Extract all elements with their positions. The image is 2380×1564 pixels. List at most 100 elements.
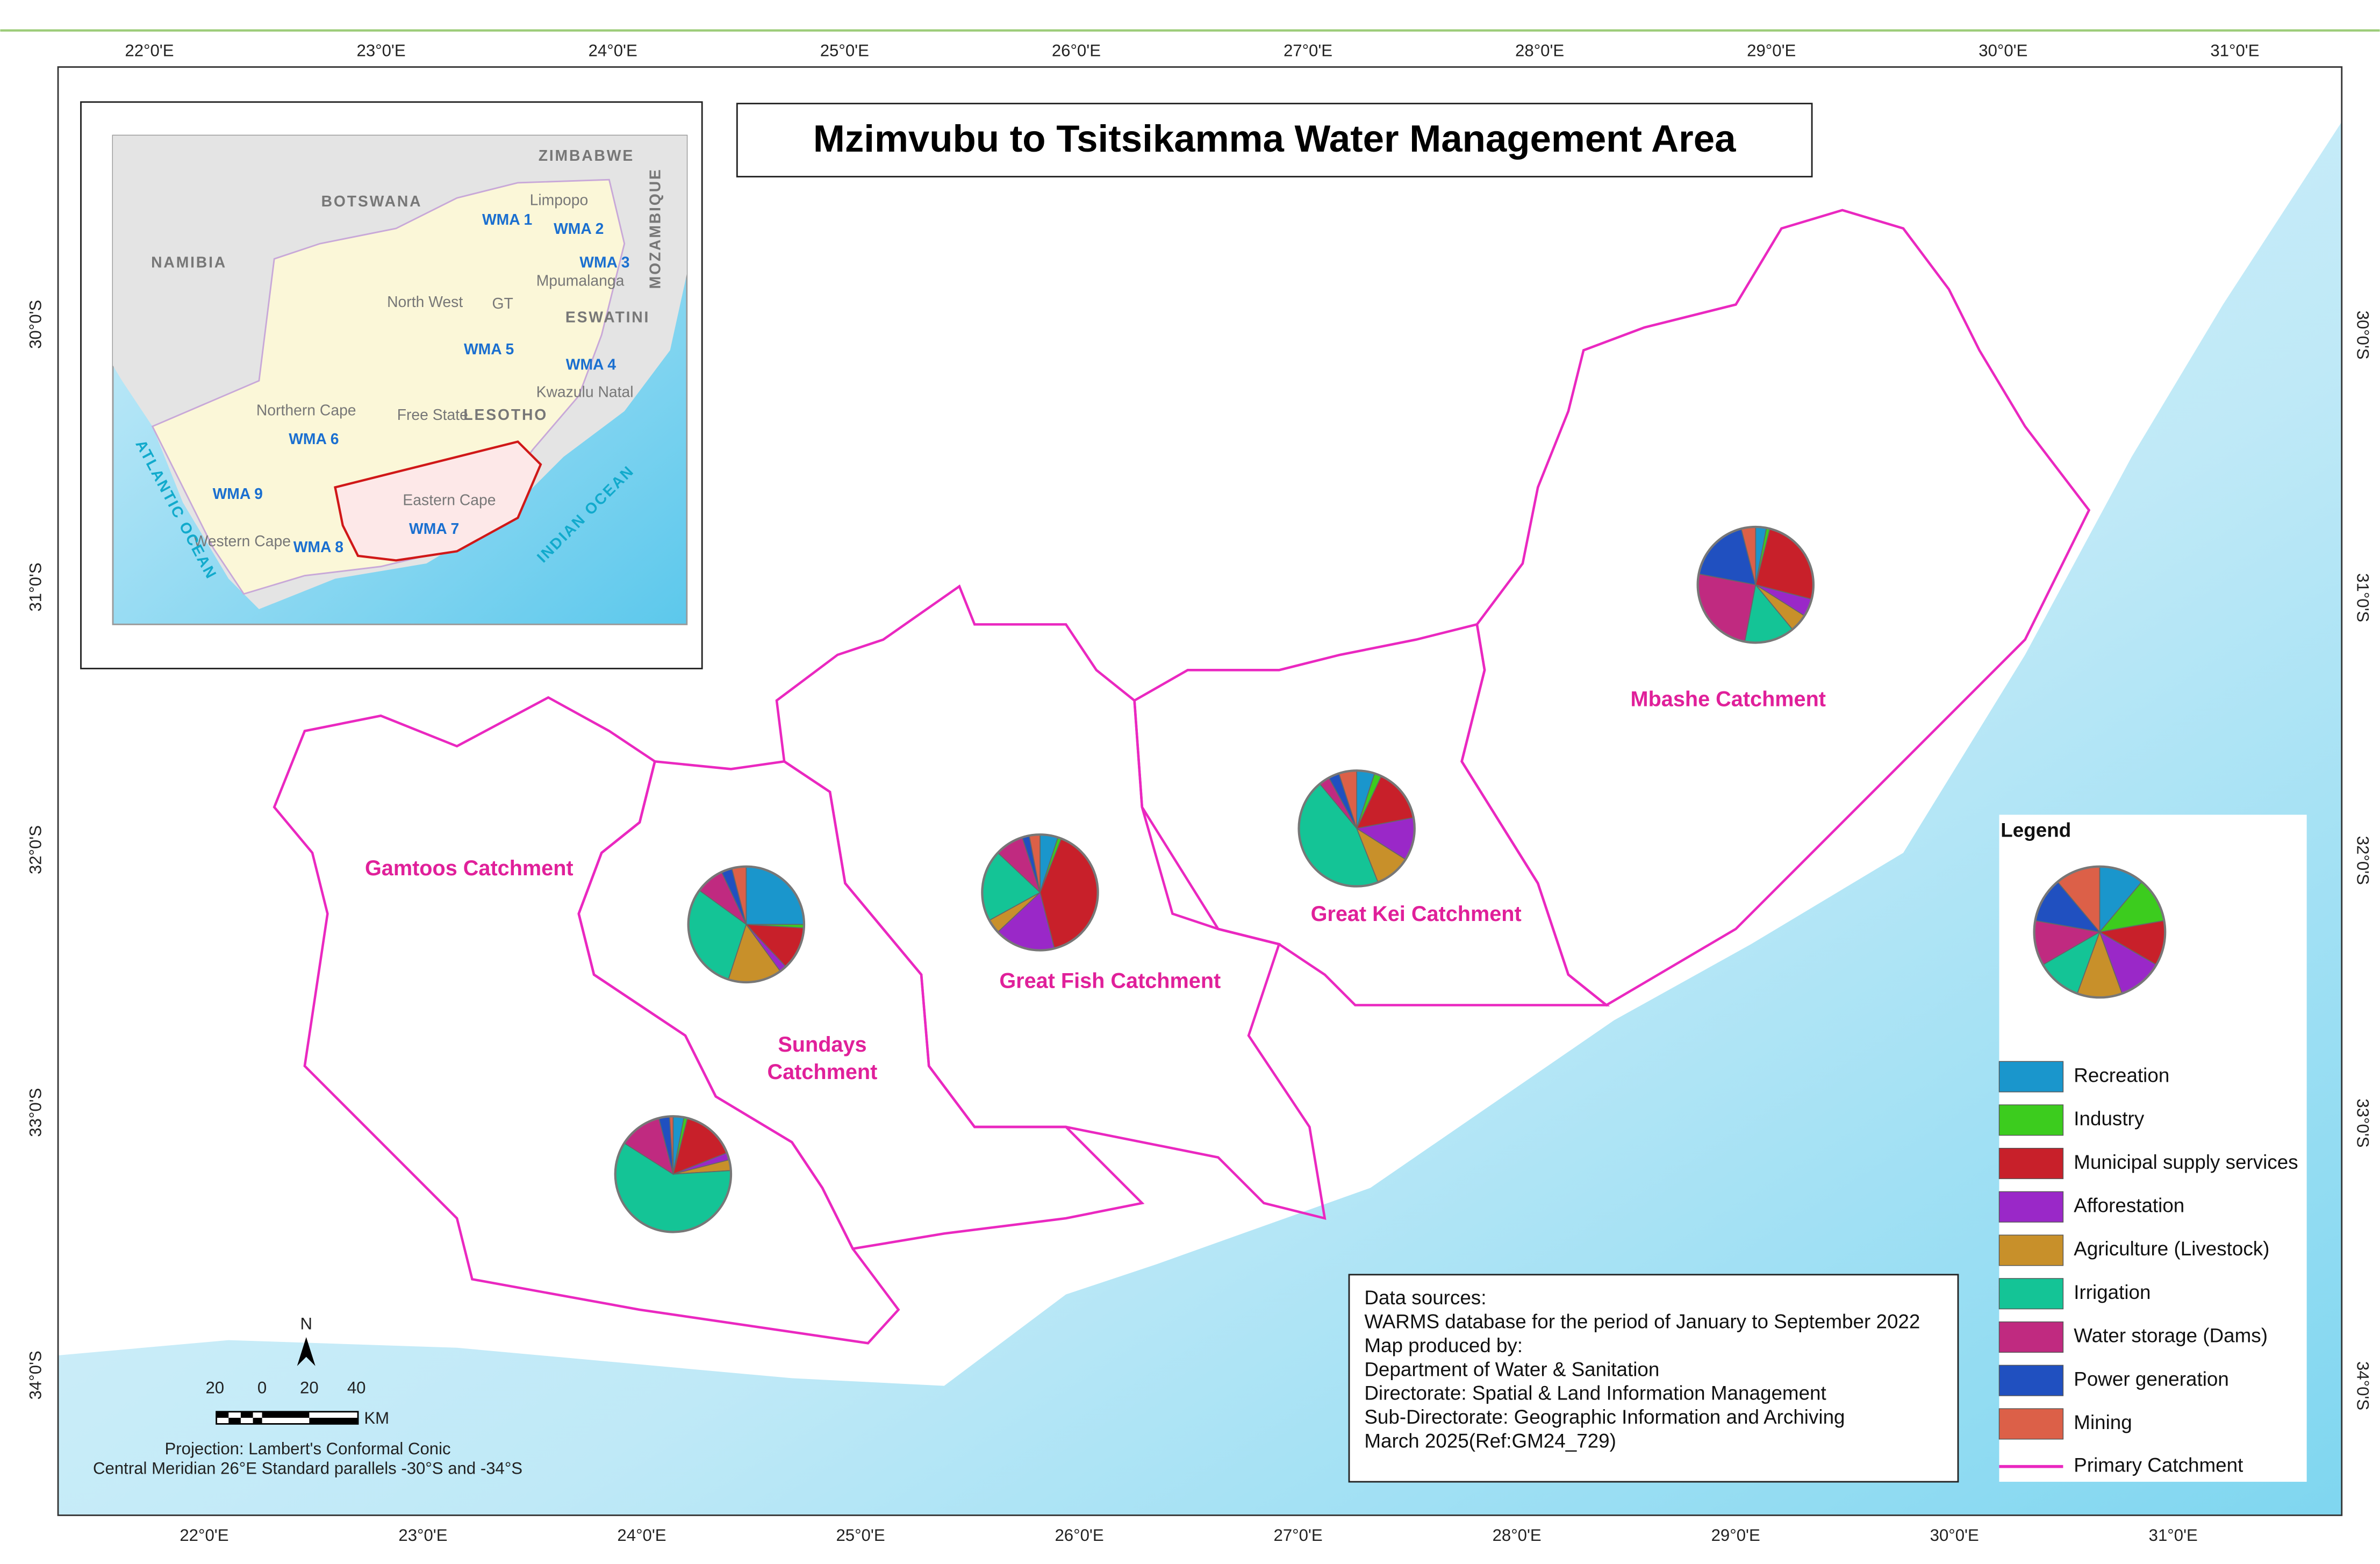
catchment-label: Great Fish Catchment — [999, 969, 1221, 992]
legend-swatch — [1998, 1408, 2064, 1440]
graticule-label: 23°0'E — [357, 41, 406, 60]
legend-label: Water storage (Dams) — [2074, 1325, 2268, 1347]
north-label: N — [300, 1315, 312, 1333]
graticule-label: 23°0'E — [398, 1526, 447, 1545]
graticule-label: 32°0'S — [26, 825, 45, 874]
pie-rim — [2033, 865, 2167, 999]
inset-country: MOZAMBIQUE — [647, 168, 664, 289]
graticule-label: 28°0'E — [1493, 1526, 1542, 1545]
scale-bar-seg — [216, 1411, 229, 1418]
scale-bar-seg — [228, 1418, 241, 1424]
catchment-label: Great Kei Catchment — [1311, 902, 1522, 926]
graticule-label: 29°0'E — [1747, 41, 1796, 60]
legend-label: Primary Catchment — [2074, 1454, 2243, 1476]
source-line: Directorate: Spatial & Land Information … — [1364, 1382, 1826, 1404]
catchment-label-line: Sundays — [778, 1033, 866, 1056]
graticule-label: 28°0'E — [1515, 41, 1564, 60]
inset-province: Free State — [397, 406, 468, 424]
graticule-label: 27°0'E — [1274, 1526, 1323, 1545]
inset-wma7 — [334, 440, 542, 562]
inset-province: Northern Cape — [256, 402, 356, 419]
projection-line: Central Meridian 26°E Standard parallels… — [93, 1459, 522, 1478]
inset-province: Western Cape — [194, 533, 291, 550]
inset-country: LESOTHO — [463, 406, 548, 424]
graticule-label: 34°0'S — [26, 1351, 45, 1399]
legend-swatch — [1998, 1104, 2064, 1136]
legend-label: Industry — [2074, 1108, 2145, 1130]
inset-wma: WMA 8 — [293, 539, 343, 556]
graticule-label: 31°0'S — [26, 562, 45, 611]
pie-rim — [614, 1115, 733, 1233]
graticule-label: 22°0'E — [180, 1526, 228, 1545]
graticule-label: 30°0'E — [1978, 41, 2027, 60]
legend-swatch — [1998, 1278, 2064, 1310]
title-box — [736, 103, 1813, 177]
mbashe-outline — [1460, 209, 2091, 1007]
legend-swatch — [1998, 1148, 2064, 1180]
graticule-label: 31°0'E — [2210, 41, 2259, 60]
graticule-label: 27°0'E — [1284, 41, 1332, 60]
graticule-label: 33°0'S — [2353, 1098, 2372, 1147]
graticule-label: 31°0'E — [2149, 1526, 2198, 1545]
great-fish-outline — [775, 584, 1327, 1220]
source-line: Sub-Directorate: Geographic Information … — [1364, 1406, 1845, 1428]
inset-wma: WMA 3 — [579, 254, 629, 272]
graticule-label: 29°0'E — [1711, 1526, 1760, 1545]
scale-label: 20 — [300, 1378, 319, 1397]
catchment-label-line: Catchment — [768, 1060, 878, 1084]
legend-swatch — [1998, 1321, 2064, 1353]
inset-wma: WMA 6 — [289, 431, 339, 448]
legend-swatch — [1998, 1234, 2064, 1266]
inset-province: GT — [492, 295, 513, 312]
pie-rim — [1696, 525, 1815, 644]
pie-rim — [981, 833, 1099, 952]
inset-country: ESWATINI — [565, 309, 650, 326]
pie-rim — [687, 865, 806, 984]
legend-swatch — [1998, 1191, 2064, 1223]
legend-swatch — [1998, 1061, 2064, 1092]
graticule-label: 26°0'E — [1052, 41, 1101, 60]
inset-wma: WMA 1 — [482, 211, 532, 228]
inset-wma: WMA 5 — [464, 341, 514, 358]
legend-label: Power generation — [2074, 1368, 2229, 1390]
graticule-label: 25°0'E — [836, 1526, 885, 1545]
source-line: Department of Water & Sanitation — [1364, 1358, 1659, 1380]
legend-label: Afforestation — [2074, 1194, 2184, 1216]
inset-wma: WMA 4 — [566, 356, 616, 373]
source-line: Data sources: — [1364, 1287, 1486, 1309]
scale-bar-seg — [262, 1411, 310, 1418]
source-line: Map produced by: — [1364, 1334, 1523, 1356]
catchment-label: Sundays Catchment — [768, 1033, 878, 1084]
legend-label: Agriculture (Livestock) — [2074, 1238, 2269, 1260]
inset-wma: WMA 2 — [554, 220, 604, 238]
inset-province: Kwazulu Natal — [536, 383, 634, 401]
inset-country: BOTSWANA — [321, 193, 422, 210]
legend-label: Municipal supply services — [2074, 1151, 2298, 1173]
graticule-label: 25°0'E — [820, 41, 869, 60]
inset-country: ZIMBABWE — [539, 147, 634, 165]
sources-box — [1348, 1274, 1959, 1483]
catchment-label: Gamtoos Catchment — [365, 856, 574, 880]
graticule-label: 33°0'S — [26, 1088, 45, 1137]
graticule-label: 26°0'E — [1055, 1526, 1104, 1545]
scale-label: 20 — [205, 1378, 224, 1397]
inset-country: NAMIBIA — [151, 254, 227, 272]
graticule-label: 30°0'S — [26, 300, 45, 349]
catchment-label: Mbashe Catchment — [1631, 687, 1826, 711]
pie-rim — [1297, 769, 1416, 888]
scale-bar — [216, 1337, 359, 1425]
graticule-label: 24°0'E — [617, 1526, 666, 1545]
scale-bar-seg — [253, 1418, 262, 1424]
graticule-label: 30°0'E — [1930, 1526, 1979, 1545]
scale-label: 40 — [347, 1378, 366, 1397]
legend-title: Legend — [2001, 819, 2071, 841]
scale-unit: KM — [364, 1409, 389, 1427]
graticule-label: 34°0'S — [2353, 1361, 2372, 1410]
legend-label: Irrigation — [2074, 1281, 2150, 1303]
legend-label: Recreation — [2074, 1064, 2169, 1086]
graticule-label: 32°0'S — [2353, 836, 2372, 885]
catchment-outlines — [273, 209, 2091, 1345]
graticule-label: 30°0'S — [2353, 311, 2372, 360]
projection-line: Projection: Lambert's Conformal Conic — [164, 1439, 450, 1458]
